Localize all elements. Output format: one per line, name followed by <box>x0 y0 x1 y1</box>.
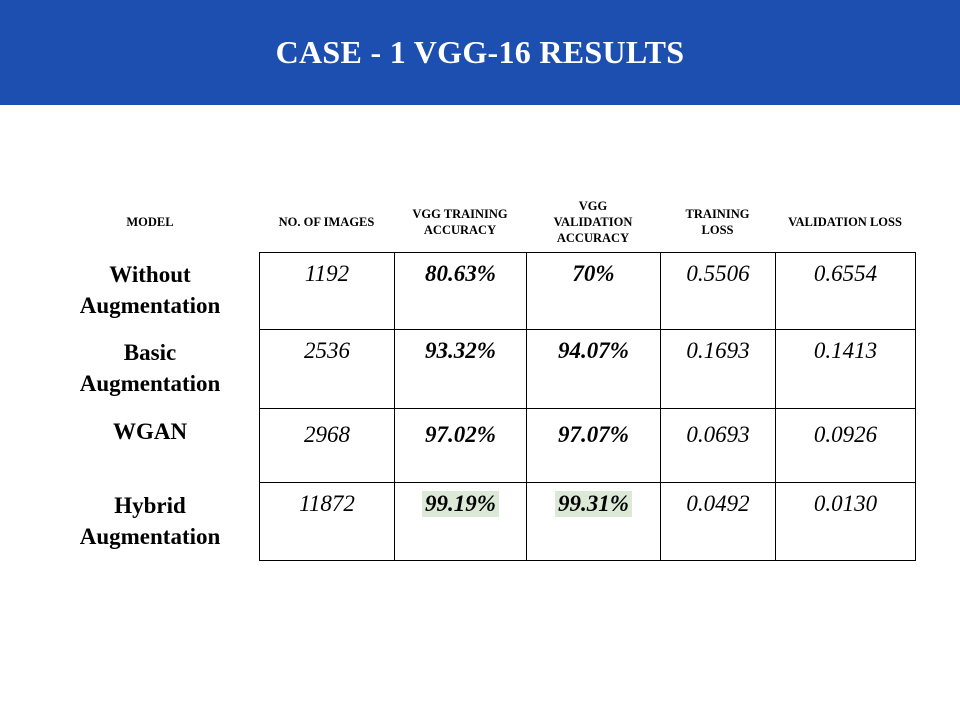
cell-value: 0.0492 <box>686 491 750 516</box>
cell-value: 0.1413 <box>813 338 878 363</box>
table-row: 11872 99.19% 99.31% 0.0492 0.0130 <box>259 482 916 561</box>
header-train-loss: TRAINING LOSS <box>660 192 775 252</box>
header-train-loss-line-2: LOSS <box>701 223 734 237</box>
cell-val-loss: 0.0130 <box>775 482 916 561</box>
cell-value: 99.19% <box>422 491 499 517</box>
cell-value: 97.07% <box>558 422 629 447</box>
cell-train-loss: 0.0693 <box>660 408 776 483</box>
cell-images: 2536 <box>259 329 395 409</box>
cell-train-acc: 97.02% <box>394 408 527 483</box>
cell-val-acc: 70% <box>526 252 661 330</box>
header-val-acc: VGG VALIDATION ACCURACY <box>526 192 660 252</box>
cell-value: 97.02% <box>425 422 496 447</box>
cell-val-acc: 97.07% <box>526 408 661 483</box>
cell-value: 80.63% <box>425 261 496 286</box>
cell-value: 11872 <box>299 491 355 516</box>
cell-val-loss: 0.6554 <box>775 252 916 330</box>
cell-val-acc: 94.07% <box>526 329 661 409</box>
cell-value: 93.32% <box>425 338 496 363</box>
table-row: 1192 80.63% 70% 0.5506 0.6554 <box>259 252 916 330</box>
cell-val-loss: 0.1413 <box>775 329 916 409</box>
model-label-line: Hybrid <box>114 493 186 518</box>
cell-images: 11872 <box>259 482 395 561</box>
cell-value: 0.0693 <box>686 422 750 447</box>
header-val-acc-line-2: VALIDATION <box>553 215 633 229</box>
header-val-acc-line-1: VGG <box>578 199 608 213</box>
cell-train-loss: 0.1693 <box>660 329 776 409</box>
model-label-wgan: WGAN <box>40 416 260 447</box>
header-model-line: MODEL <box>126 215 174 229</box>
cell-val-acc-highlighted: 99.31% <box>526 482 661 561</box>
cell-value: 2968 <box>304 422 350 447</box>
model-label-line: Basic <box>123 340 177 365</box>
cell-images: 1192 <box>259 252 395 330</box>
cell-value: 0.5506 <box>686 261 750 286</box>
slide-title: CASE - 1 VGG-16 RESULTS <box>275 34 685 70</box>
header-val-loss: VALIDATION LOSS <box>775 192 915 252</box>
model-label-hybrid-augmentation: Hybrid Augmentation <box>40 490 260 552</box>
title-bar: CASE - 1 VGG-16 RESULTS <box>0 0 960 105</box>
cell-value: 0.6554 <box>813 261 878 286</box>
header-model: MODEL <box>40 192 260 252</box>
cell-value: 0.0926 <box>813 422 878 447</box>
table-row: 2536 93.32% 94.07% 0.1693 0.1413 <box>259 329 916 409</box>
cell-value: 94.07% <box>558 338 629 363</box>
model-label-line: Augmentation <box>79 371 221 396</box>
model-label-without-augmentation: Without Augmentation <box>40 259 260 321</box>
cell-images: 2968 <box>259 408 395 483</box>
cell-value: 1192 <box>304 261 350 286</box>
cell-value: 70% <box>572 261 615 286</box>
header-val-acc-line-3: ACCURACY <box>556 231 630 245</box>
model-label-line: Augmentation <box>79 524 221 549</box>
table-row: 2968 97.02% 97.07% 0.0693 0.0926 <box>259 408 916 483</box>
cell-value: 99.31% <box>555 491 632 517</box>
results-table: 1192 80.63% 70% 0.5506 0.6554 2536 93.32… <box>259 252 916 561</box>
model-label-line: Augmentation <box>79 293 221 318</box>
header-train-acc-line-1: VGG TRAINING <box>412 207 508 221</box>
cell-value: 0.0130 <box>813 491 878 516</box>
cell-train-loss: 0.5506 <box>660 252 776 330</box>
header-images: NO. OF IMAGES <box>259 192 394 252</box>
cell-value: 0.1693 <box>686 338 750 363</box>
model-label-line: Without <box>109 262 191 287</box>
cell-train-acc: 80.63% <box>394 252 527 330</box>
cell-val-loss: 0.0926 <box>775 408 916 483</box>
model-label-basic-augmentation: Basic Augmentation <box>40 337 260 399</box>
header-images-line: NO. OF IMAGES <box>278 215 375 229</box>
header-train-loss-line-1: TRAINING <box>685 207 750 221</box>
header-train-acc-line-2: ACCURACY <box>423 223 497 237</box>
cell-train-loss: 0.0492 <box>660 482 776 561</box>
header-val-loss-line: VALIDATION LOSS <box>788 215 902 229</box>
cell-value: 2536 <box>304 338 350 363</box>
cell-train-acc-highlighted: 99.19% <box>394 482 527 561</box>
cell-train-acc: 93.32% <box>394 329 527 409</box>
header-train-acc: VGG TRAINING ACCURACY <box>394 192 526 252</box>
model-label-line: WGAN <box>112 419 188 444</box>
